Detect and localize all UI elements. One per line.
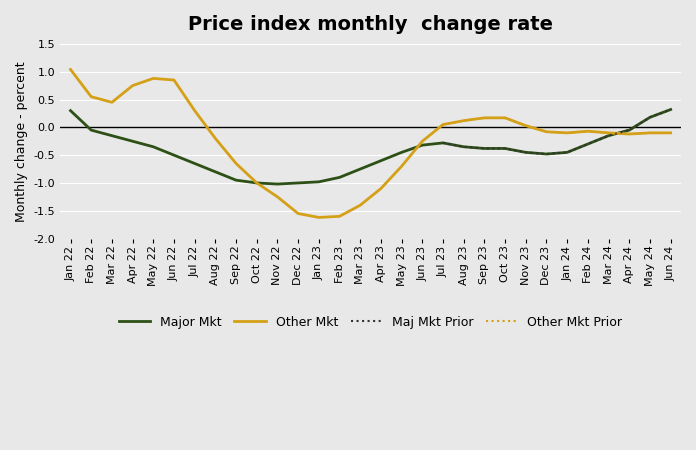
Other Mkt [584,129,592,134]
Maj Mkt Prior [542,151,551,157]
Major Mkt [66,108,74,113]
Other Mkt [87,94,95,99]
Other Mkt Prior [459,118,468,123]
Major Mkt [501,146,509,151]
Major Mkt [459,144,468,149]
Other Mkt Prior [625,131,633,137]
Other Mkt [542,129,551,135]
Major Mkt [87,127,95,133]
Title: Price index monthly  change rate: Price index monthly change rate [188,15,553,34]
Other Mkt Prior [521,123,530,128]
Other Mkt [294,211,302,216]
Other Mkt Prior [646,130,654,135]
Other Mkt Prior [563,130,571,135]
Other Mkt [501,115,509,121]
Maj Mkt Prior [521,150,530,155]
Other Mkt [625,131,633,137]
Major Mkt [335,175,344,180]
Other Mkt [604,130,612,135]
Other Mkt [129,83,137,88]
Line: Major Mkt: Major Mkt [70,109,671,184]
Major Mkt [149,144,157,149]
Other Mkt Prior [667,130,675,135]
Major Mkt [563,150,571,155]
Line: Other Mkt Prior: Other Mkt Prior [443,118,671,134]
Other Mkt [563,130,571,135]
Line: Maj Mkt Prior: Maj Mkt Prior [443,109,671,154]
Maj Mkt Prior [667,107,675,112]
Major Mkt [480,146,489,151]
Other Mkt [170,77,178,83]
Other Mkt Prior [480,115,489,121]
Major Mkt [377,158,385,163]
Other Mkt [274,194,282,199]
Maj Mkt Prior [563,150,571,155]
Other Mkt [356,202,365,208]
Major Mkt [108,133,116,138]
Other Mkt [211,136,219,141]
Other Mkt [480,115,489,121]
Other Mkt [232,161,240,166]
Major Mkt [439,140,448,146]
Major Mkt [315,179,323,184]
Maj Mkt Prior [625,127,633,133]
Other Mkt [439,122,448,127]
Other Mkt [646,130,654,135]
Major Mkt [521,150,530,155]
Other Mkt Prior [604,130,612,135]
Y-axis label: Monthly change - percent: Monthly change - percent [15,61,28,221]
Major Mkt [294,180,302,186]
Other Mkt [315,215,323,220]
Major Mkt [646,115,654,120]
Other Mkt [108,99,116,105]
Other Mkt Prior [584,129,592,134]
Maj Mkt Prior [604,133,612,138]
Major Mkt [397,150,406,155]
Major Mkt [170,153,178,158]
Other Mkt [149,76,157,81]
Major Mkt [418,142,427,148]
Maj Mkt Prior [439,140,448,146]
Other Mkt [459,118,468,123]
Major Mkt [232,177,240,183]
Other Mkt [335,214,344,219]
Other Mkt [418,139,427,144]
Other Mkt [66,67,74,72]
Maj Mkt Prior [480,146,489,151]
Major Mkt [542,151,551,157]
Other Mkt Prior [501,115,509,121]
Maj Mkt Prior [646,115,654,120]
Other Mkt [521,123,530,128]
Other Mkt [377,186,385,191]
Major Mkt [129,139,137,144]
Major Mkt [274,181,282,187]
Other Mkt [667,130,675,135]
Major Mkt [211,169,219,175]
Maj Mkt Prior [501,146,509,151]
Major Mkt [584,141,592,147]
Other Mkt Prior [439,122,448,127]
Legend: Major Mkt, Other Mkt, Maj Mkt Prior, Other Mkt Prior: Major Mkt, Other Mkt, Maj Mkt Prior, Oth… [114,310,627,333]
Line: Other Mkt: Other Mkt [70,69,671,217]
Major Mkt [356,166,365,172]
Other Mkt Prior [542,129,551,135]
Major Mkt [253,180,261,186]
Other Mkt [191,108,199,113]
Maj Mkt Prior [584,141,592,147]
Maj Mkt Prior [459,144,468,149]
Other Mkt [397,163,406,169]
Major Mkt [667,107,675,112]
Major Mkt [625,127,633,133]
Major Mkt [604,133,612,138]
Other Mkt [253,180,261,186]
Major Mkt [191,161,199,166]
